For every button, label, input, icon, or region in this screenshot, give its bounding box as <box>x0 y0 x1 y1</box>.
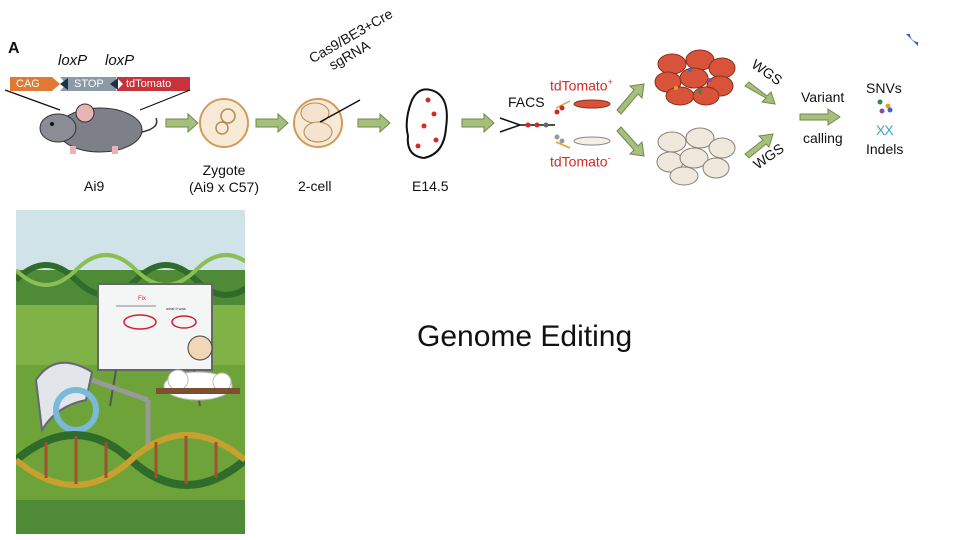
tdtomato-negative-text: tdTomato <box>550 153 608 170</box>
loxp-label-left: loxP <box>58 52 88 69</box>
snv-dots-icon <box>877 99 893 114</box>
tdtomato-positive-text: tdTomato <box>550 77 608 94</box>
construct-bar <box>4 77 191 111</box>
embryo-label: E14.5 <box>412 178 449 194</box>
two-cell-label: 2-cell <box>298 178 332 194</box>
zygote-label-line1: Zygote <box>202 162 246 178</box>
tomato-cells-icon <box>654 49 736 106</box>
mouse-label: Ai9 <box>84 178 105 194</box>
facs-icon <box>499 99 611 149</box>
zygote-label-line2: (Ai9 x C57) <box>188 179 260 195</box>
facs-label: FACS <box>508 94 545 110</box>
embryo-icon <box>405 88 448 160</box>
two-cell-icon <box>293 98 361 148</box>
board-text-1: Fix <box>138 296 146 302</box>
white-cells-icon <box>656 127 736 186</box>
mouse-icon <box>39 103 158 154</box>
cover-illustration: Fix what it was <box>16 210 245 534</box>
calling-label: calling <box>803 130 843 146</box>
tdtomato-positive-label: tdTomato+ <box>550 74 613 95</box>
loxp-right-triangle <box>110 78 118 90</box>
tdtomato-negative-sup: - <box>607 153 611 163</box>
slide-title: Genome Editing <box>417 320 633 353</box>
zygote-label: Zygote (Ai9 x C57) <box>178 162 270 196</box>
xx-label: XX <box>876 122 894 138</box>
board-text-2: what it was <box>166 306 186 311</box>
variant-label: Variant <box>801 89 845 105</box>
indels-label: Indels <box>866 141 904 157</box>
zygote-icon <box>199 98 249 148</box>
dna-helix-icon <box>16 431 245 489</box>
stop-segment-label: STOP <box>74 78 104 90</box>
scientist-icon <box>156 335 240 401</box>
loxp-left-triangle <box>60 78 68 90</box>
snvs-label: SNVs <box>866 80 902 96</box>
workflow-diagram <box>4 49 893 186</box>
panel-letter: A <box>8 40 20 57</box>
cag-segment-label: CAG <box>16 78 40 90</box>
flow-arrows <box>165 81 841 159</box>
tdtomato-segment-label: tdTomato <box>126 78 172 90</box>
corner-mark-icon <box>906 34 918 46</box>
loxp-label-right: loxP <box>105 52 135 69</box>
robot-arm-icon <box>34 361 151 450</box>
tdtomato-negative-label: tdTomato- <box>550 150 611 171</box>
tdtomato-positive-sup: + <box>607 77 613 87</box>
